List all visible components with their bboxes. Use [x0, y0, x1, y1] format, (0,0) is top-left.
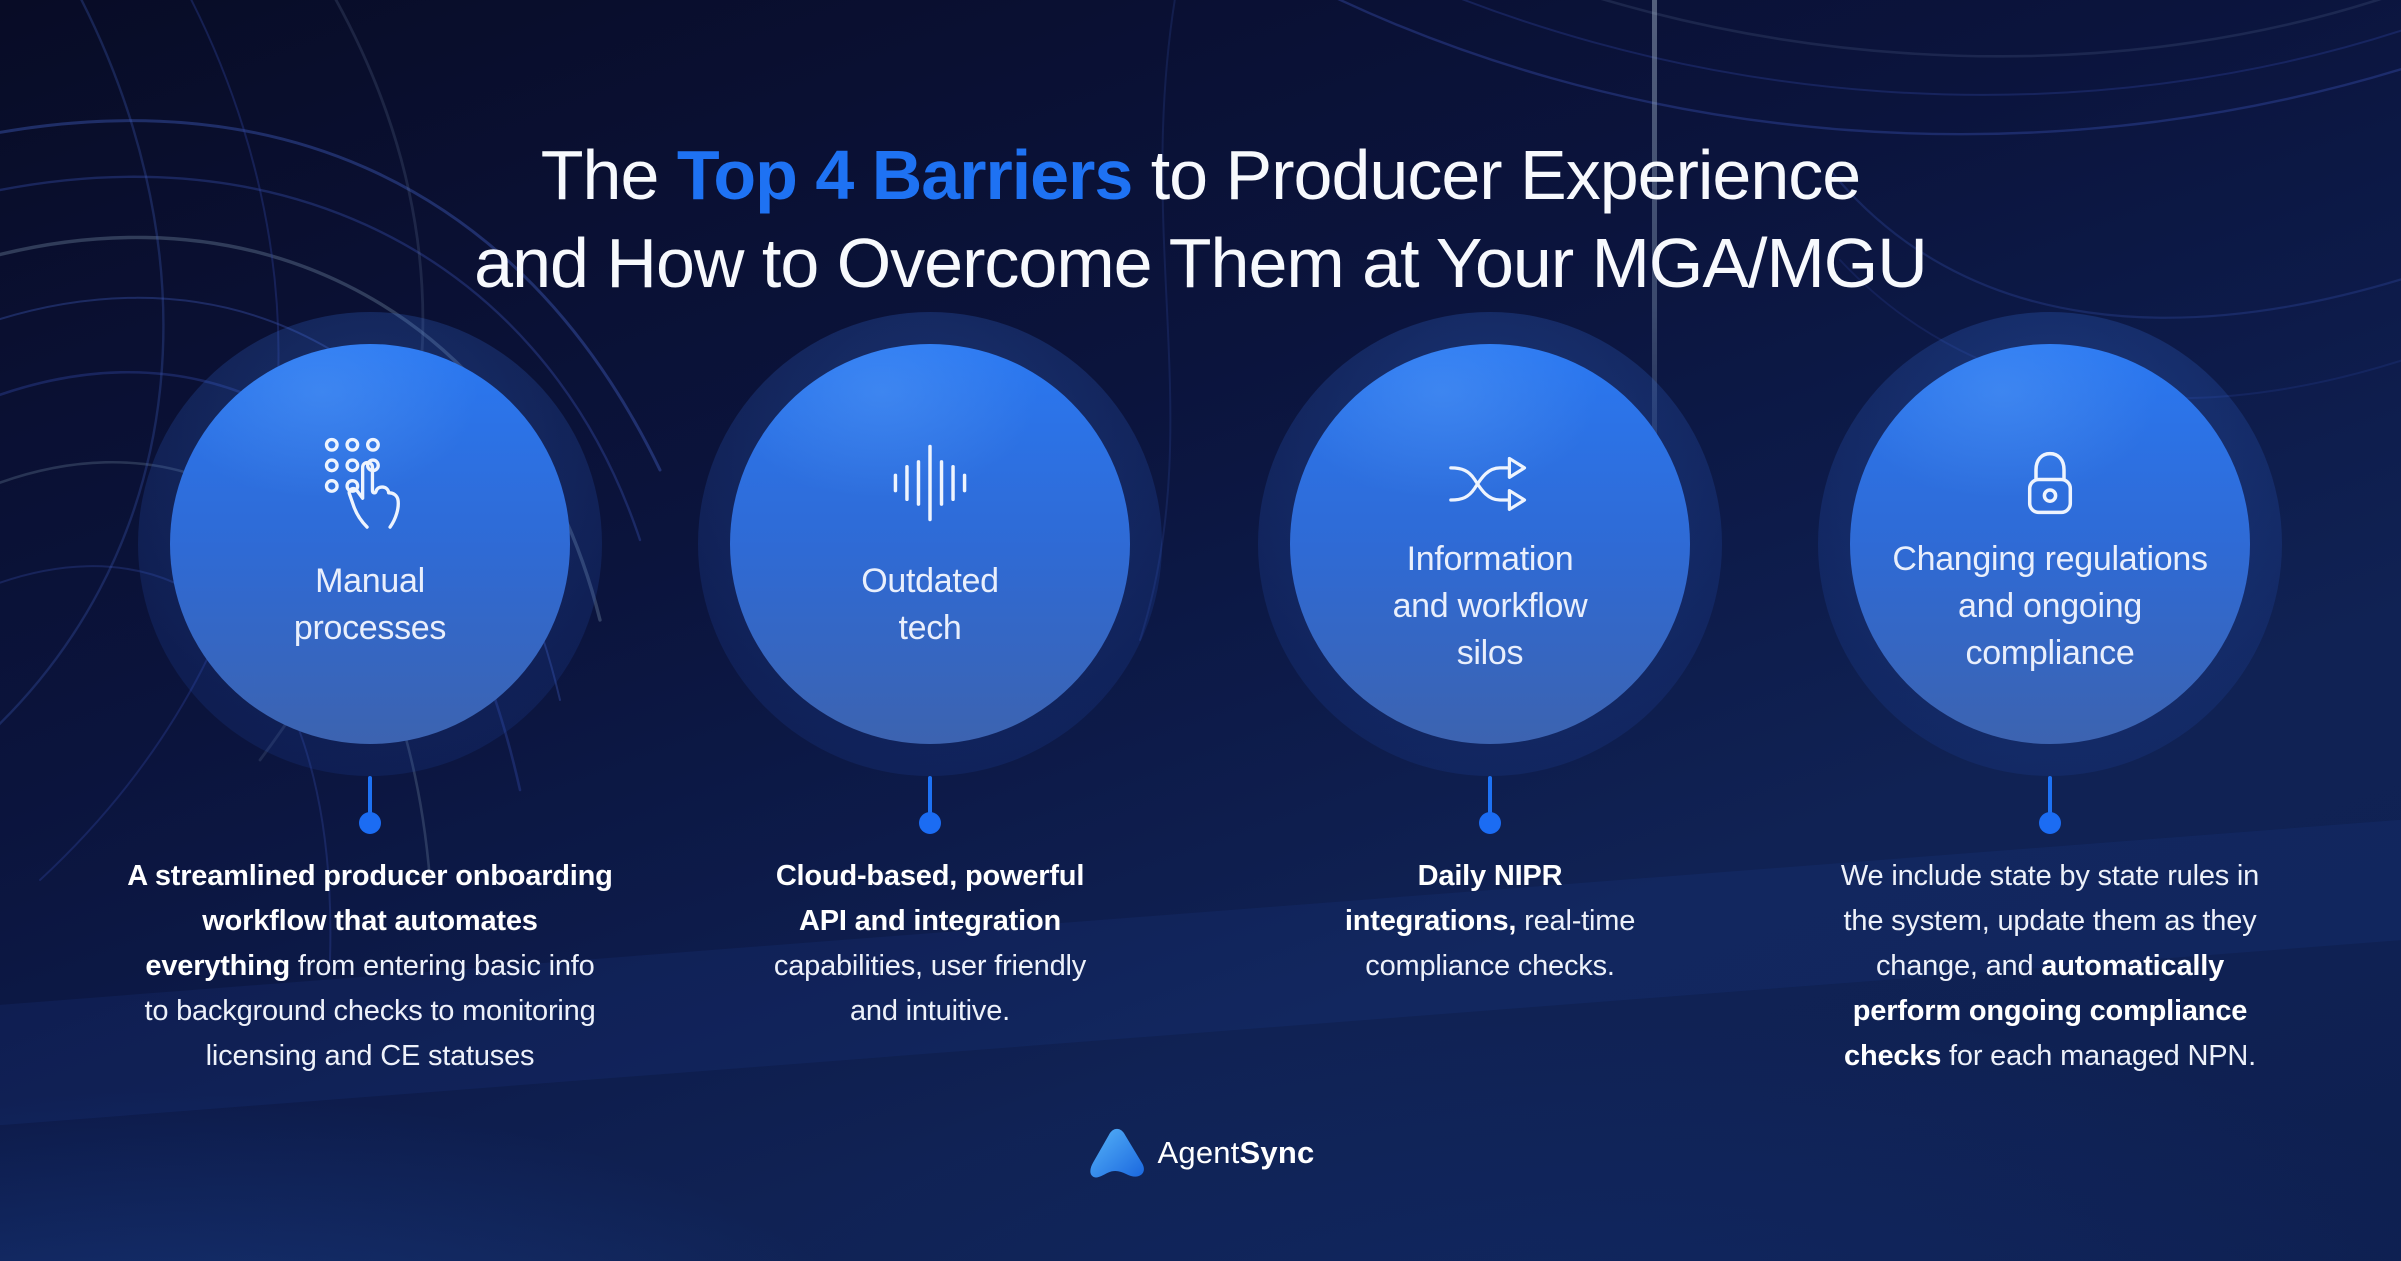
barrier-column-information-silos: Information and workflow silos Daily NIPR i…	[1210, 0, 1770, 1261]
sound-wave-icon	[882, 432, 978, 534]
barrier-circle: Outdated tech	[698, 312, 1162, 776]
barrier-column-changing-regulations: Changing regulations and ongoing complianc…	[1770, 0, 2330, 1261]
barrier-label: Information and workflow silos	[1392, 540, 1588, 672]
brand-name-prefix: Agent	[1157, 1135, 1240, 1170]
brand-name: AgentSync	[1158, 1135, 1315, 1171]
brand-name-suffix: Sync	[1239, 1135, 1315, 1170]
barrier-column-outdated-tech: Outdated tech Cloud-based, powerful API an…	[650, 0, 1210, 1261]
agentsync-logo-icon	[1089, 1128, 1144, 1178]
barrier-circle: Information and workflow silos	[1258, 312, 1722, 776]
barrier-label: Changing regulations and ongoing complianc…	[1892, 540, 2208, 672]
barrier-circle: Manual processes	[138, 312, 602, 776]
connector-line	[368, 776, 372, 814]
connector-dot	[359, 812, 381, 834]
barrier-description: Cloud-based, powerful API and integration…	[773, 860, 1087, 1027]
barrier-description: Daily NIPR integrations, real-time complia…	[1344, 860, 1636, 982]
page-title: The Top 4 Barriers to Producer Experienc…	[474, 135, 1928, 302]
barrier-circle-face: Information and workflow silos	[1290, 344, 1690, 744]
barrier-description: A streamlined producer onboarding workflo…	[127, 860, 613, 1072]
connector-dot	[2039, 812, 2061, 834]
agentsync-logo: AgentSync	[0, 1126, 2401, 1180]
barrier-circle-face: Changing regulations and ongoing complianc…	[1850, 344, 2250, 744]
barrier-circle-face: Outdated tech	[730, 344, 1130, 744]
connector-line	[928, 776, 932, 814]
barrier-label: Outdated tech	[861, 562, 999, 647]
barrier-circle-face: Manual processes	[170, 344, 570, 744]
connector-dot	[919, 812, 941, 834]
connector-line	[2048, 776, 2052, 814]
keypad-press-icon	[321, 432, 419, 534]
connector-dot	[1479, 812, 1501, 834]
barrier-circle: Changing regulations and ongoing complianc…	[1818, 312, 2282, 776]
connector-line	[1488, 776, 1492, 814]
barrier-description: We include state by state rules in the sy…	[1840, 860, 2260, 1072]
padlock-icon	[2015, 432, 2085, 534]
barrier-column-manual-processes: Manual processes A streamlined producer o…	[90, 0, 650, 1261]
barrier-label: Manual processes	[293, 562, 447, 647]
shuffle-icon	[1443, 432, 1538, 534]
